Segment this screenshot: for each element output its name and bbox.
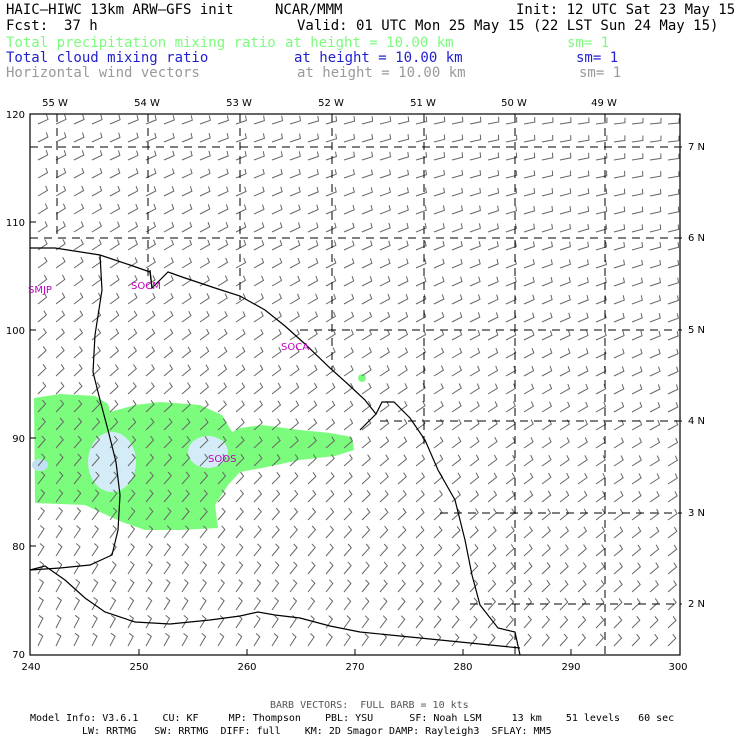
y-tick: 100: [6, 326, 25, 337]
model-info-line2: LW: RRTMG SW: RRTMG DIFF: full KM: 2D Sm…: [82, 726, 552, 737]
model-info-line1: Model Info: V3.6.1 CU: KF MP: Thompson P…: [30, 713, 675, 724]
y-tick: 80: [12, 542, 25, 553]
station-soca: SOCA: [281, 342, 309, 353]
field-precip-height: at height = 10.00 km: [285, 35, 454, 51]
lat-labels: 7 N 6 N 5 N 4 N 3 N 2 N: [688, 142, 705, 610]
field-wind-height: at height = 10.00 km: [297, 65, 466, 81]
lon-label: 53 W: [226, 98, 252, 109]
x-tick: 290: [561, 662, 580, 673]
y-tick: 90: [12, 434, 25, 445]
lat-label: 2 N: [688, 599, 705, 610]
x-tick: 240: [21, 662, 40, 673]
wind-barbs: [37, 114, 680, 647]
weather-map: SMJP SOCM SOCA SOOS 55 W 54 W 53 W 52 W …: [6, 98, 705, 673]
field-wind-sm: sm= 1: [579, 65, 622, 81]
lon-label: 49 W: [591, 98, 617, 109]
x-tick: 280: [453, 662, 472, 673]
x-tick: 250: [129, 662, 148, 673]
forecast-hour: 37 h: [64, 18, 98, 34]
coastline: [29, 247, 521, 656]
init-time: Init: 12 UTC Sat 23 May 15: [516, 2, 736, 18]
lon-label: 51 W: [410, 98, 436, 109]
lon-label: 52 W: [318, 98, 344, 109]
lat-label: 4 N: [688, 416, 705, 427]
forecast-label: Fcst:: [6, 18, 49, 34]
valid-time: Valid: 01 UTC Mon 25 May 15 (22 LST Sun …: [297, 18, 719, 34]
lat-label: 7 N: [688, 142, 705, 153]
graticule: [30, 114, 682, 655]
y-ticks: [30, 221, 36, 547]
y-tick: 110: [6, 218, 25, 229]
lon-label: 54 W: [134, 98, 160, 109]
field-cloud-sm: sm= 1: [576, 50, 619, 66]
barb-note: BARB VECTORS: FULL BARB = 10 kts: [270, 700, 469, 711]
cloud-field: [32, 432, 228, 492]
lon-labels: 55 W 54 W 53 W 52 W 51 W 50 W 49 W: [42, 98, 617, 109]
x-tick: 260: [237, 662, 256, 673]
field-cloud-name: Total cloud mixing ratio: [6, 50, 209, 66]
y-tick-labels: 120 110 100 90 80 70: [6, 110, 25, 661]
org-label: NCAR/MMM: [275, 2, 343, 18]
station-socm: SOCM: [131, 281, 161, 292]
lat-label: 5 N: [688, 325, 705, 336]
station-smjp: SMJP: [28, 285, 52, 296]
lon-label: 50 W: [501, 98, 527, 109]
y-tick: 70: [12, 650, 25, 661]
model-title: HAIC–HIWC 13km ARW–GFS init: [6, 2, 234, 18]
y-tick: 120: [6, 110, 25, 121]
x-tick: 300: [668, 662, 687, 673]
lat-label: 6 N: [688, 233, 705, 244]
station-soos: SOOS: [208, 454, 236, 465]
lon-label: 55 W: [42, 98, 68, 109]
x-tick: 270: [345, 662, 364, 673]
field-precip-sm: sm= 1: [567, 35, 610, 51]
field-cloud-height: at height = 10.00 km: [294, 50, 463, 66]
stations: SMJP SOCM SOCA SOOS: [28, 281, 309, 465]
x-ticks: [138, 649, 572, 655]
lat-label: 3 N: [688, 508, 705, 519]
field-precip-name: Total precipitation mixing ratio: [6, 35, 276, 51]
field-wind-name: Horizontal wind vectors: [6, 65, 200, 81]
x-tick-labels: 240 250 260 270 280 290 300: [21, 662, 687, 673]
